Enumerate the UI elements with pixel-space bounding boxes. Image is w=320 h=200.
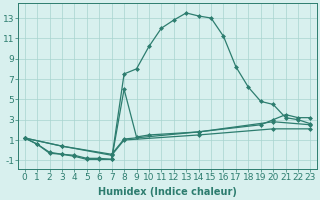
X-axis label: Humidex (Indice chaleur): Humidex (Indice chaleur) (98, 187, 237, 197)
